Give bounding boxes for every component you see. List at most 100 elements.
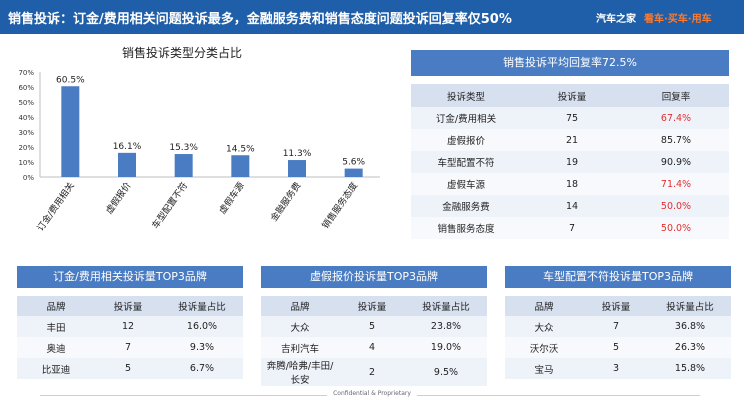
summary-row: 虚假车源 18 71.4% [411,173,729,195]
summary-cell: 75 [521,107,623,129]
summary-table: 投诉类型 投诉量 回复率 订金/费用相关 75 67.4% 虚假报价 21 85.7% 车型… [411,84,729,239]
top3-cell: 36.8% [649,316,731,337]
bar [288,160,306,177]
summary-cell: 67.4% [623,107,729,129]
top3-row: 大众 7 36.8% [505,316,731,337]
top3-cell: 5 [583,337,649,358]
top3-cell: 7 [583,316,649,337]
top3-header-cell: 投诉量占比 [161,296,243,316]
top3-cell: 9.5% [405,358,487,386]
top3-table-config-mismatch: 品牌 投诉量 投诉量占比 大众 7 36.8% 沃尔沃 5 26.3% 宝马 3 15.8% [505,296,731,379]
top3-cell: 4 [339,337,405,358]
summary-cell: 50.0% [623,195,729,217]
bar-value-label: 5.6% [342,158,365,168]
top3-cell: 吉利汽车 [261,337,339,358]
top3-cell: 宝马 [505,358,583,379]
summary-row: 金融服务费 14 50.0% [411,195,729,217]
top3-cell: 9.3% [161,337,243,358]
top3-header-cell: 投诉量 [95,296,161,316]
top3-header-row: 品牌 投诉量 投诉量占比 [505,296,731,316]
top3-cell: 6.7% [161,358,243,379]
summary-cell: 虚假报价 [411,129,521,151]
chart-title: 销售投诉类型分类占比 [122,46,243,60]
summary-cell: 车型配置不符 [411,151,521,173]
top3-table-false-quote: 品牌 投诉量 投诉量占比 大众 5 23.8% 吉利汽车 4 19.0% 奔腾/哈弗/丰田/长安 2… [261,296,487,386]
top3-cell: 大众 [505,316,583,337]
top3-cell: 12 [95,316,161,337]
y-tick-label: 50% [18,99,34,107]
y-tick-label: 0% [23,174,34,182]
top3-cell: 比亚迪 [17,358,95,379]
bar [344,168,363,177]
summary-cell: 90.9% [623,151,729,173]
summary-header-cell: 投诉类型 [411,84,521,107]
footer-text: Confidential & Proprietary [327,390,417,397]
bar [231,155,250,177]
summary-title: 销售投诉平均回复率72.5% [411,50,729,76]
top3-row: 丰田 12 16.0% [17,316,243,337]
top3-header-cell: 投诉量占比 [405,296,487,316]
top3-row: 奔腾/哈弗/丰田/长安 2 9.5% [261,358,487,386]
top3-header-cell: 投诉量 [583,296,649,316]
top3-header-cell: 投诉量 [339,296,405,316]
category-label: 订金/费用相关 [34,180,77,234]
y-tick-label: 30% [18,129,34,137]
category-label: 销售服务态度 [319,180,360,231]
top3-header-cell: 品牌 [17,296,95,316]
summary-cell: 71.4% [623,173,729,195]
top3-header-row: 品牌 投诉量 投诉量占比 [261,296,487,316]
top3-row: 奥迪 7 9.3% [17,337,243,358]
category-label: 车型配置不符 [149,180,190,231]
top3-header-row: 品牌 投诉量 投诉量占比 [17,296,243,316]
top3-cell: 奔腾/哈弗/丰田/长安 [261,358,339,386]
bar-value-label: 15.3% [169,143,198,153]
summary-cell: 14 [521,195,623,217]
complaint-type-bar-chart: 0% 10% 20% 30% 40% 50% 60% 70% 60.5% 订金/费用相关 16.1%… [18,69,380,234]
top3-cell: 16.0% [161,316,243,337]
bar [61,86,80,177]
summary-header-cell: 投诉量 [521,84,623,107]
summary-row: 订金/费用相关 75 67.4% [411,107,729,129]
y-tick-label: 40% [18,114,34,122]
summary-cell: 21 [521,129,623,151]
bar [118,152,136,177]
logo-name: 汽车之家 [596,14,636,25]
summary-cell: 销售服务态度 [411,217,521,239]
top3-row: 大众 5 23.8% [261,316,487,337]
top3-cell: 15.8% [649,358,731,379]
header-bar: 销售投诉：订金/费用相关问题投诉最多，金融服务费和销售态度问题投诉回复率仅50%… [0,0,744,34]
y-tick-label: 20% [18,144,34,152]
summary-cell: 订金/费用相关 [411,107,521,129]
top3-header-cell: 品牌 [261,296,339,316]
y-tick-label: 10% [18,159,34,167]
top3-row: 沃尔沃 5 26.3% [505,337,731,358]
summary-cell: 19 [521,151,623,173]
summary-row: 车型配置不符 19 90.9% [411,151,729,173]
top3-cell: 丰田 [17,316,95,337]
top3-cell: 奥迪 [17,337,95,358]
category-label: 虚假车源 [216,180,246,216]
summary-header-row: 投诉类型 投诉量 回复率 [411,84,729,107]
summary-cell: 18 [521,173,623,195]
summary-cell: 50.0% [623,217,729,239]
top3-row: 比亚迪 5 6.7% [17,358,243,379]
bar [174,154,193,177]
page-title: 销售投诉：订金/费用相关问题投诉最多，金融服务费和销售态度问题投诉回复率仅50% [8,12,512,27]
brand-logo: 汽车之家 看车·买车·用车 [596,10,712,25]
top3-row: 宝马 3 15.8% [505,358,731,379]
top3-cell: 沃尔沃 [505,337,583,358]
summary-cell: 虚假车源 [411,173,521,195]
top3-cell: 19.0% [405,337,487,358]
summary-row: 虚假报价 21 85.7% [411,129,729,151]
bar-value-label: 11.3% [283,149,312,159]
bar-value-label: 16.1% [113,142,142,152]
top3-title-deposit: 订金/费用相关投诉量TOP3品牌 [17,266,243,288]
top3-header-cell: 投诉量占比 [649,296,731,316]
top3-header-cell: 品牌 [505,296,583,316]
summary-cell: 7 [521,217,623,239]
top3-cell: 5 [339,316,405,337]
summary-row: 销售服务态度 7 50.0% [411,217,729,239]
top3-cell: 3 [583,358,649,379]
top3-cell: 5 [95,358,161,379]
top3-row: 吉利汽车 4 19.0% [261,337,487,358]
